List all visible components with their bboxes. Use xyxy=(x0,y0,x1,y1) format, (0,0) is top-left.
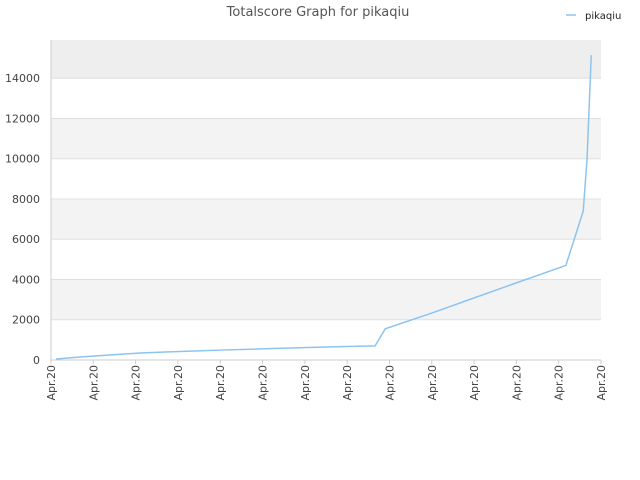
x-tick-label: Apr.20 xyxy=(257,365,270,401)
plot-band xyxy=(51,40,601,79)
x-tick-label: Apr.20 xyxy=(468,365,481,401)
plot-band xyxy=(51,78,601,119)
x-tick-label: Apr.20 xyxy=(45,365,58,401)
y-tick-label: 2000 xyxy=(12,314,40,327)
y-tick-label: 12000 xyxy=(5,112,40,125)
x-tick-label: Apr.20 xyxy=(299,365,312,401)
x-tick-label: Apr.20 xyxy=(87,365,100,401)
plot-band xyxy=(51,239,601,280)
plot-band xyxy=(51,118,601,159)
x-tick-label: Apr.20 xyxy=(595,365,608,401)
chart-title: Totalscore Graph for pikaqiu xyxy=(226,5,410,20)
x-tick-label: Apr.20 xyxy=(130,365,143,401)
y-tick-label: 10000 xyxy=(5,153,40,166)
x-tick-label: Apr.20 xyxy=(426,365,439,401)
y-tick-label: 6000 xyxy=(12,233,40,246)
y-tick-label: 0 xyxy=(33,354,40,367)
x-tick-label: Apr.20 xyxy=(172,365,185,401)
y-tick-label: 14000 xyxy=(5,72,40,85)
line xyxy=(56,55,593,360)
x-tick-label: Apr.20 xyxy=(553,365,566,401)
x-tick-label: Apr.20 xyxy=(510,365,523,401)
plot-band xyxy=(51,198,601,240)
plot-band xyxy=(51,158,601,199)
plot-band xyxy=(51,279,601,320)
y-tick-label: 8000 xyxy=(12,193,40,206)
x-tick-label: Apr.20 xyxy=(341,365,354,401)
y-tick-label: 4000 xyxy=(12,273,40,286)
x-tick-label: Apr.20 xyxy=(383,365,396,401)
x-tick-label: Apr.20 xyxy=(214,365,227,401)
legend-label: pikaqiu xyxy=(585,11,621,22)
